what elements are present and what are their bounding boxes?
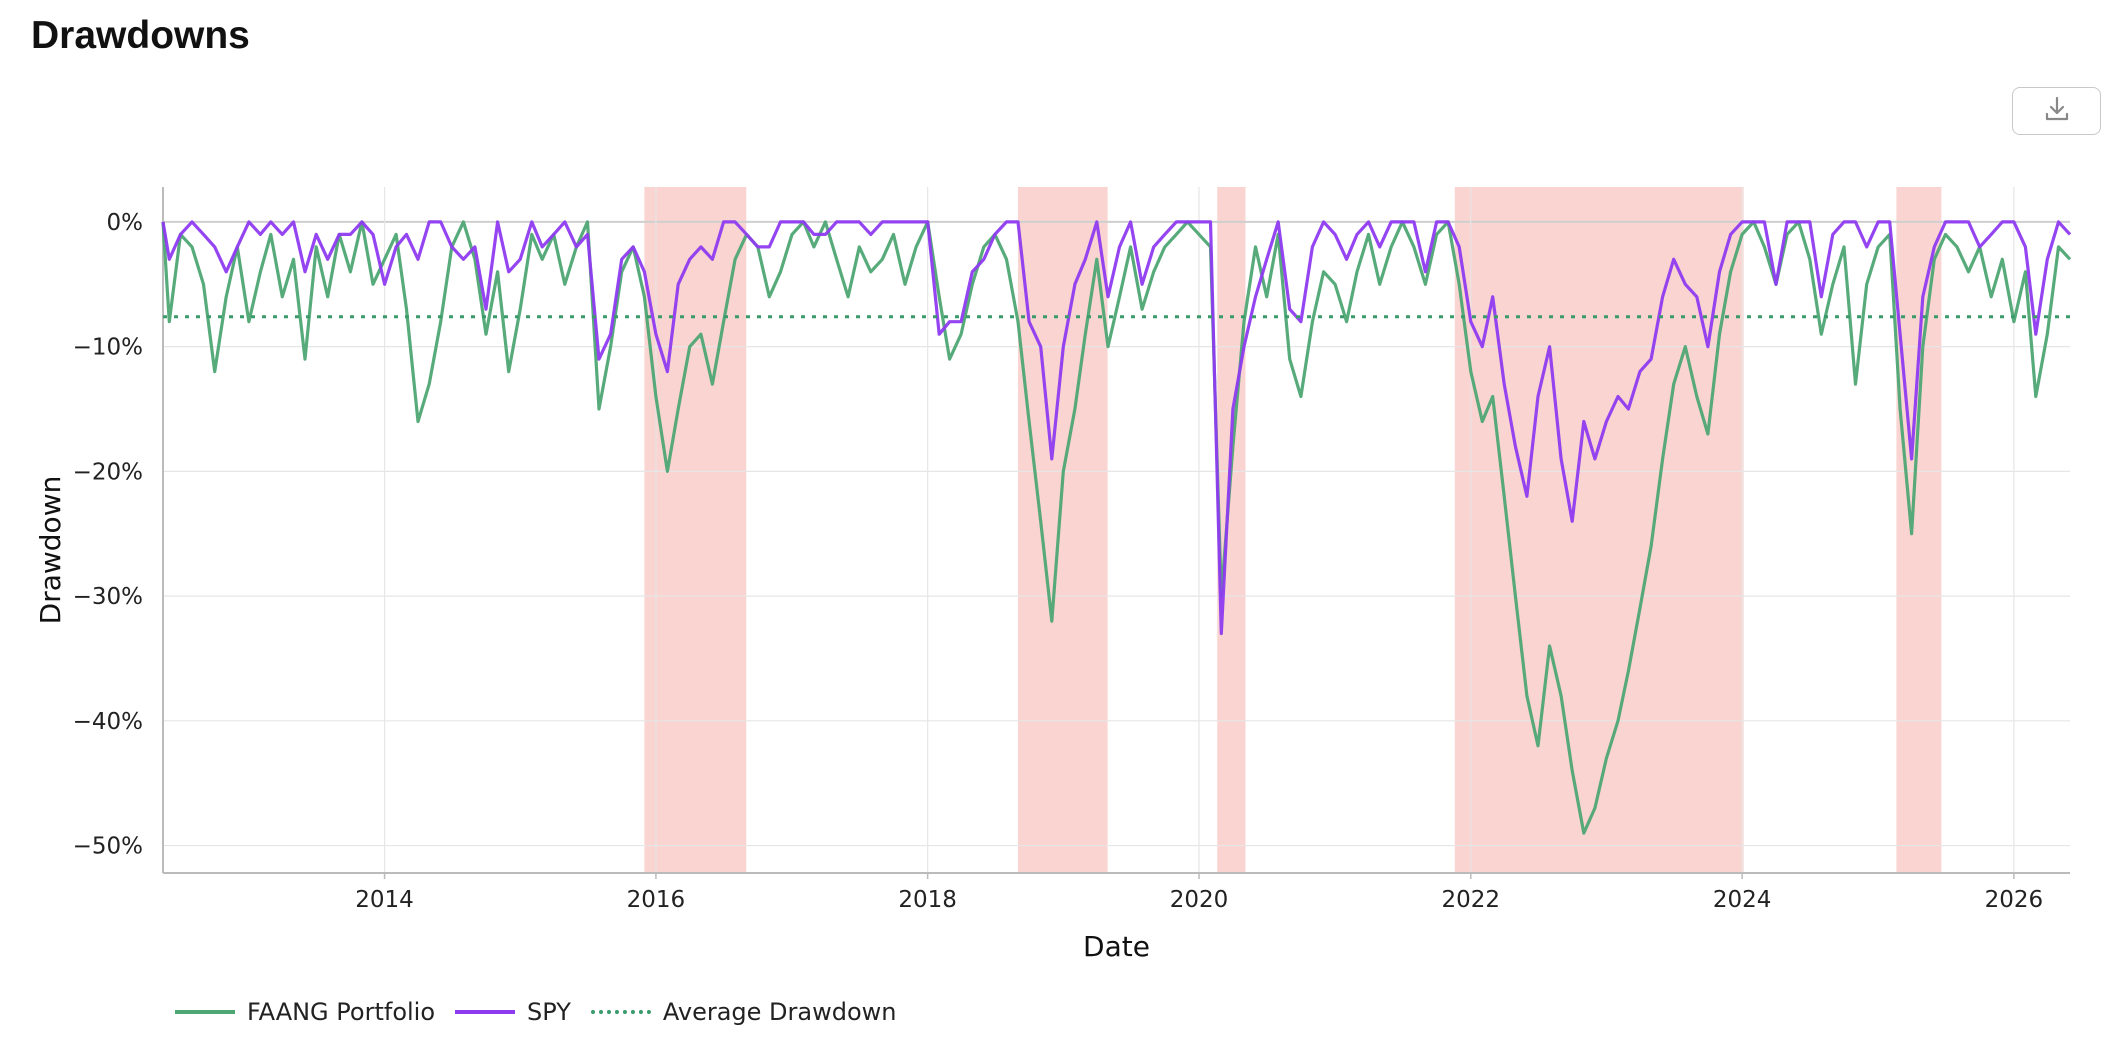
shaded-periods xyxy=(644,187,1942,873)
x-axis-label: Date xyxy=(1083,930,1150,963)
legend-swatch-portfolio xyxy=(175,1010,235,1014)
legend-label-spy: SPY xyxy=(527,998,571,1026)
x-tick-label-4: 2022 xyxy=(1441,887,1500,913)
gridlines xyxy=(163,187,2070,873)
axes xyxy=(162,187,2070,879)
tick-labels: 0% −10% −20% −30% −40% −50% 2014 2016 2018 2020 20… xyxy=(73,210,2044,913)
y-tick-label-3: −30% xyxy=(73,584,143,610)
x-tick-label-5: 2024 xyxy=(1713,887,1772,913)
spy-line xyxy=(161,220,2072,636)
page-title: Drawdowns xyxy=(31,14,250,57)
legend-swatch-spy xyxy=(455,1010,516,1014)
x-tick-label-1: 2016 xyxy=(627,887,686,913)
y-tick-label-2: −20% xyxy=(73,459,143,485)
y-tick-label-0: 0% xyxy=(107,210,144,236)
chart-legend: FAANG Portfolio SPY Average Drawdown xyxy=(175,998,916,1026)
shaded-period-3 xyxy=(1454,187,1744,873)
y-tick-label-4: −40% xyxy=(73,709,143,735)
legend-item-portfolio[interactable]: FAANG Portfolio xyxy=(175,998,435,1026)
y-axis-label: Drawdown xyxy=(34,476,67,625)
portfolio-line xyxy=(161,220,2072,835)
x-tick-label-2: 2018 xyxy=(898,887,957,913)
legend-swatch-average xyxy=(590,1010,651,1014)
shaded-period-1 xyxy=(1017,187,1108,873)
download-icon xyxy=(2042,94,2072,129)
x-tick-label-6: 2026 xyxy=(1985,887,2044,913)
x-tick-label-3: 2020 xyxy=(1170,887,1229,913)
download-button[interactable] xyxy=(2012,87,2101,135)
shaded-period-4 xyxy=(1896,187,1942,873)
y-tick-label-1: −10% xyxy=(73,335,143,361)
legend-label-portfolio: FAANG Portfolio xyxy=(247,998,436,1026)
x-tick-label-0: 2014 xyxy=(355,887,414,913)
legend-item-average[interactable]: Average Drawdown xyxy=(590,998,897,1026)
y-tick-label-5: −50% xyxy=(73,834,143,860)
legend-label-average: Average Drawdown xyxy=(662,998,897,1026)
shaded-period-2 xyxy=(1217,187,1246,873)
series-lines xyxy=(161,220,2072,835)
legend-item-spy[interactable]: SPY xyxy=(455,998,571,1026)
drawdown-chart: 0% −10% −20% −30% −40% −50% 2014 2016 2018 2020 20… xyxy=(34,187,2072,963)
shaded-period-0 xyxy=(644,187,747,873)
